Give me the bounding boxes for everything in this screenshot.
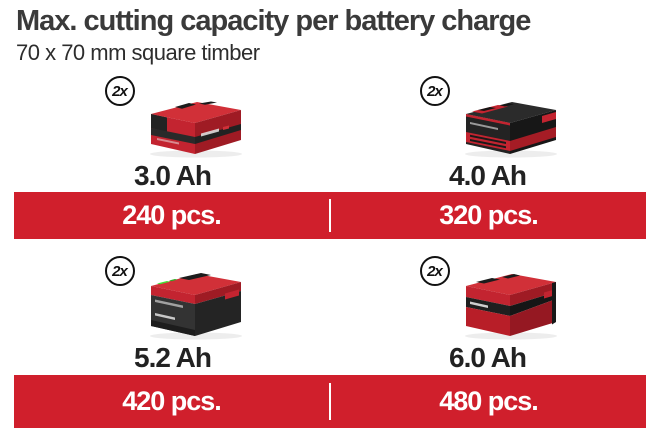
battery-image-wrap: 2x [93, 68, 253, 158]
capacity-label: 5.2 Ah [134, 342, 212, 373]
battery-image-wrap: 2x [408, 68, 568, 158]
quantity-badge: 2x [419, 256, 450, 286]
pieces-bar-row2: 420 pcs. 480 pcs. [14, 375, 646, 428]
battery-cell-5-2ah: 2x 5.2 Ah [15, 248, 330, 375]
pieces-value-5-2ah: 420 pcs. [122, 386, 222, 416]
battery-image-wrap: 2x [93, 248, 253, 340]
battery-cell-6-0ah: 2x 6.0 Ah [330, 248, 645, 375]
bar-divider [329, 382, 331, 421]
page-subtitle: 70 x 70 mm square timber [16, 40, 260, 65]
quantity-badge: 2x [419, 76, 450, 106]
capacity-label: 4.0 Ah [449, 160, 527, 191]
battery-cell-4-0ah: 2x 4.0 Ah [330, 68, 645, 192]
capacity-label: 6.0 Ah [449, 342, 527, 373]
pieces-value-6-0ah: 480 pcs. [439, 386, 539, 416]
pieces-value-3-0ah: 240 pcs. [122, 200, 222, 230]
battery-image-wrap: 2x [408, 248, 568, 340]
battery-4-0ah-image [464, 102, 557, 158]
battery-3-0ah-image [149, 101, 242, 158]
quantity-badge: 2x [104, 256, 135, 286]
capacity-label: 3.0 Ah [134, 160, 212, 191]
bar-divider [329, 199, 331, 232]
quantity-badge: 2x [104, 76, 135, 106]
page-title: Max. cutting capacity per battery charge [16, 5, 531, 37]
pieces-bar-row1: 240 pcs. 320 pcs. [14, 192, 646, 239]
pieces-value-4-0ah: 320 pcs. [439, 200, 539, 230]
battery-6-0ah-image [464, 274, 557, 340]
battery-5-2ah-image [149, 273, 242, 340]
battery-cell-3-0ah: 2x 3.0 Ah [15, 68, 330, 192]
